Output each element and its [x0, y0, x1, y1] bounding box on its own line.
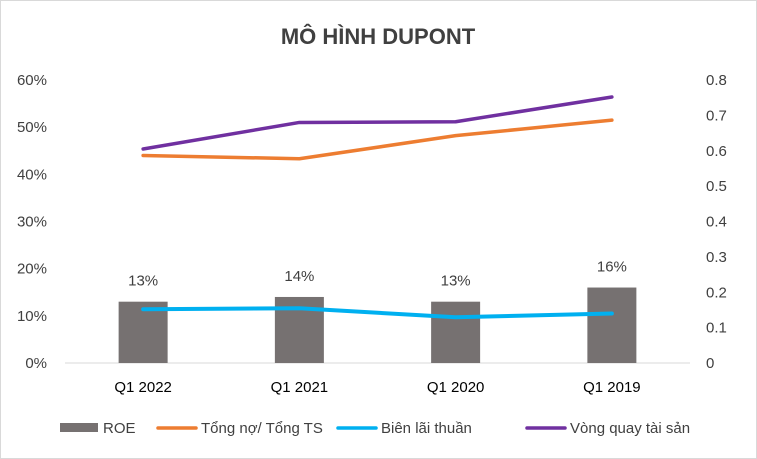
right-tick-label: 0.4 [706, 214, 727, 231]
legend: ROE Tổng nợ/ Tổng TS Biên lãi thuần Vòng qu… [60, 420, 690, 437]
right-tick-label: 0.3 [706, 249, 727, 266]
data-labels: 13% 14% 13% 16% [128, 259, 627, 290]
left-tick-label: 10% [17, 308, 47, 325]
roe-data-label: 14% [284, 268, 314, 285]
net-margin-line [141, 306, 614, 320]
debt-ratio-line [141, 118, 614, 161]
left-tick-label: 60% [17, 72, 47, 89]
category-label: Q1 2021 [271, 379, 329, 396]
legend-label: Tổng nợ/ Tổng TS [201, 420, 323, 437]
left-tick-label: 30% [17, 214, 47, 231]
left-tick-label: 50% [17, 119, 47, 136]
roe-bar [587, 287, 637, 363]
legend-label: ROE [103, 420, 136, 437]
right-tick-label: 0.2 [706, 284, 727, 301]
category-label: Q1 2020 [427, 379, 485, 396]
right-tick-label: 0.8 [706, 72, 727, 89]
left-tick-label: 40% [17, 166, 47, 183]
roe-data-label: 16% [597, 259, 627, 276]
right-tick-label: 0.6 [706, 143, 727, 160]
line-series [141, 95, 614, 320]
chart-title: MÔ HÌNH DUPONT [281, 24, 476, 49]
right-tick-label: 0.7 [706, 107, 727, 124]
legend-swatch-roe [60, 423, 98, 432]
left-tick-label: 20% [17, 261, 47, 278]
category-label: Q1 2019 [583, 379, 641, 396]
roe-bar [118, 301, 168, 363]
right-tick-label: 0.1 [706, 320, 727, 337]
asset-turnover-line [141, 95, 614, 151]
bar-series [118, 287, 637, 363]
right-tick-label: 0.5 [706, 178, 727, 195]
right-tick-label: 0 [706, 355, 714, 372]
category-axis: Q1 2022 Q1 2021 Q1 2020 Q1 2019 [114, 379, 640, 396]
left-axis: 0% 10% 20% 30% 40% 50% 60% [17, 72, 47, 372]
roe-data-label: 13% [128, 273, 158, 290]
roe-data-label: 13% [441, 273, 471, 290]
left-tick-label: 0% [25, 355, 47, 372]
right-axis: 0 0.1 0.2 0.3 0.4 0.5 0.6 0.7 0.8 [706, 72, 727, 372]
roe-bar [431, 301, 481, 363]
legend-label: Vòng quay tài sản [570, 420, 690, 437]
category-label: Q1 2022 [114, 379, 172, 396]
legend-label: Biên lãi thuần [381, 420, 472, 437]
